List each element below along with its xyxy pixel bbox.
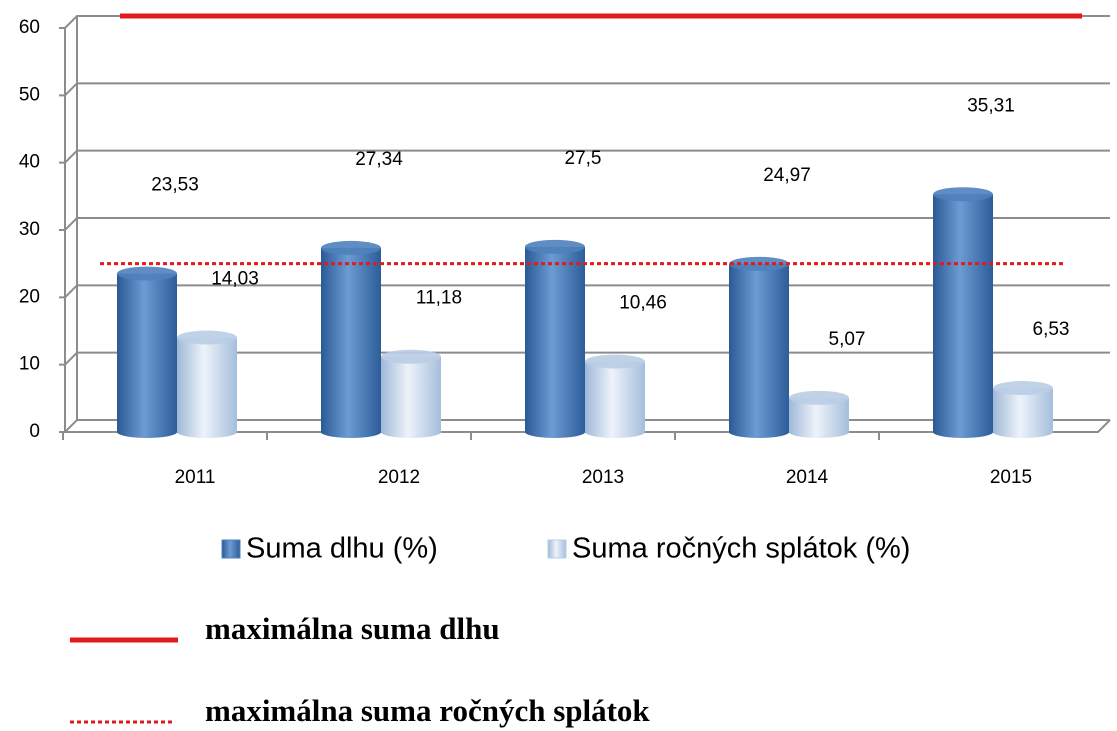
bar-base (993, 426, 1053, 438)
y-tick-label: 20 (19, 286, 40, 307)
x-tick-label: 2012 (378, 467, 420, 488)
bar (933, 194, 993, 432)
data-label: 27,5 (565, 148, 602, 169)
bar (729, 263, 789, 432)
data-label: 10,46 (619, 293, 667, 314)
grid-line (59, 284, 1110, 299)
grid-line (59, 351, 1110, 366)
bar-base (381, 426, 441, 438)
bar-base (933, 426, 993, 438)
bar-base (117, 426, 177, 438)
y-tick-label: 40 (19, 152, 40, 173)
x-tick-label: 2015 (990, 467, 1032, 488)
bar-top (933, 187, 993, 202)
data-label: 23,53 (151, 175, 199, 196)
legend-label: maximálna suma dlhu (205, 611, 500, 646)
legend-label: Suma ročných splátok (%) (572, 533, 910, 565)
grid-line (59, 217, 1110, 231)
legend-swatch (221, 539, 241, 559)
data-label: 6,53 (1033, 319, 1070, 340)
x-tick-label: 2011 (175, 467, 216, 488)
data-label: 5,07 (829, 329, 866, 350)
legend-label: Suma dlhu (%) (246, 533, 438, 565)
y-tick-label: 0 (29, 421, 40, 442)
x-tick-label: 2014 (786, 467, 829, 488)
y-tick-label: 50 (19, 84, 40, 105)
bar (117, 273, 177, 432)
bar-top (321, 240, 381, 255)
bar-base (177, 426, 237, 438)
bar-top (993, 381, 1053, 396)
bar-base (321, 426, 381, 438)
legend-label: maximálna suma ročných splátok (205, 693, 650, 728)
x-tick-label: 2013 (582, 467, 624, 488)
bar (177, 337, 237, 432)
data-label: 35,31 (967, 95, 1015, 116)
grid-line (59, 82, 1110, 97)
bar-base (789, 426, 849, 438)
data-label: 11,18 (416, 288, 462, 309)
bar-top (381, 349, 441, 364)
bar-top (585, 354, 645, 369)
bar-base (585, 426, 645, 438)
data-label: 24,97 (763, 165, 811, 186)
grid-line (59, 149, 1110, 164)
bar (993, 388, 1053, 432)
bar-top (525, 239, 585, 254)
bar (321, 247, 381, 432)
bar-top (177, 330, 237, 345)
y-tick-label: 30 (19, 219, 40, 240)
bar-base (525, 426, 585, 438)
bar (381, 356, 441, 432)
data-label: 27,34 (355, 149, 403, 170)
data-label: 14,03 (211, 269, 259, 290)
bar-top (117, 266, 177, 281)
bar (525, 246, 585, 432)
bar (585, 361, 645, 432)
y-tick-label: 60 (19, 17, 40, 38)
y-tick-label: 10 (19, 354, 40, 375)
bar-top (789, 390, 849, 405)
legend-swatch (547, 539, 567, 559)
bar-base (729, 426, 789, 438)
